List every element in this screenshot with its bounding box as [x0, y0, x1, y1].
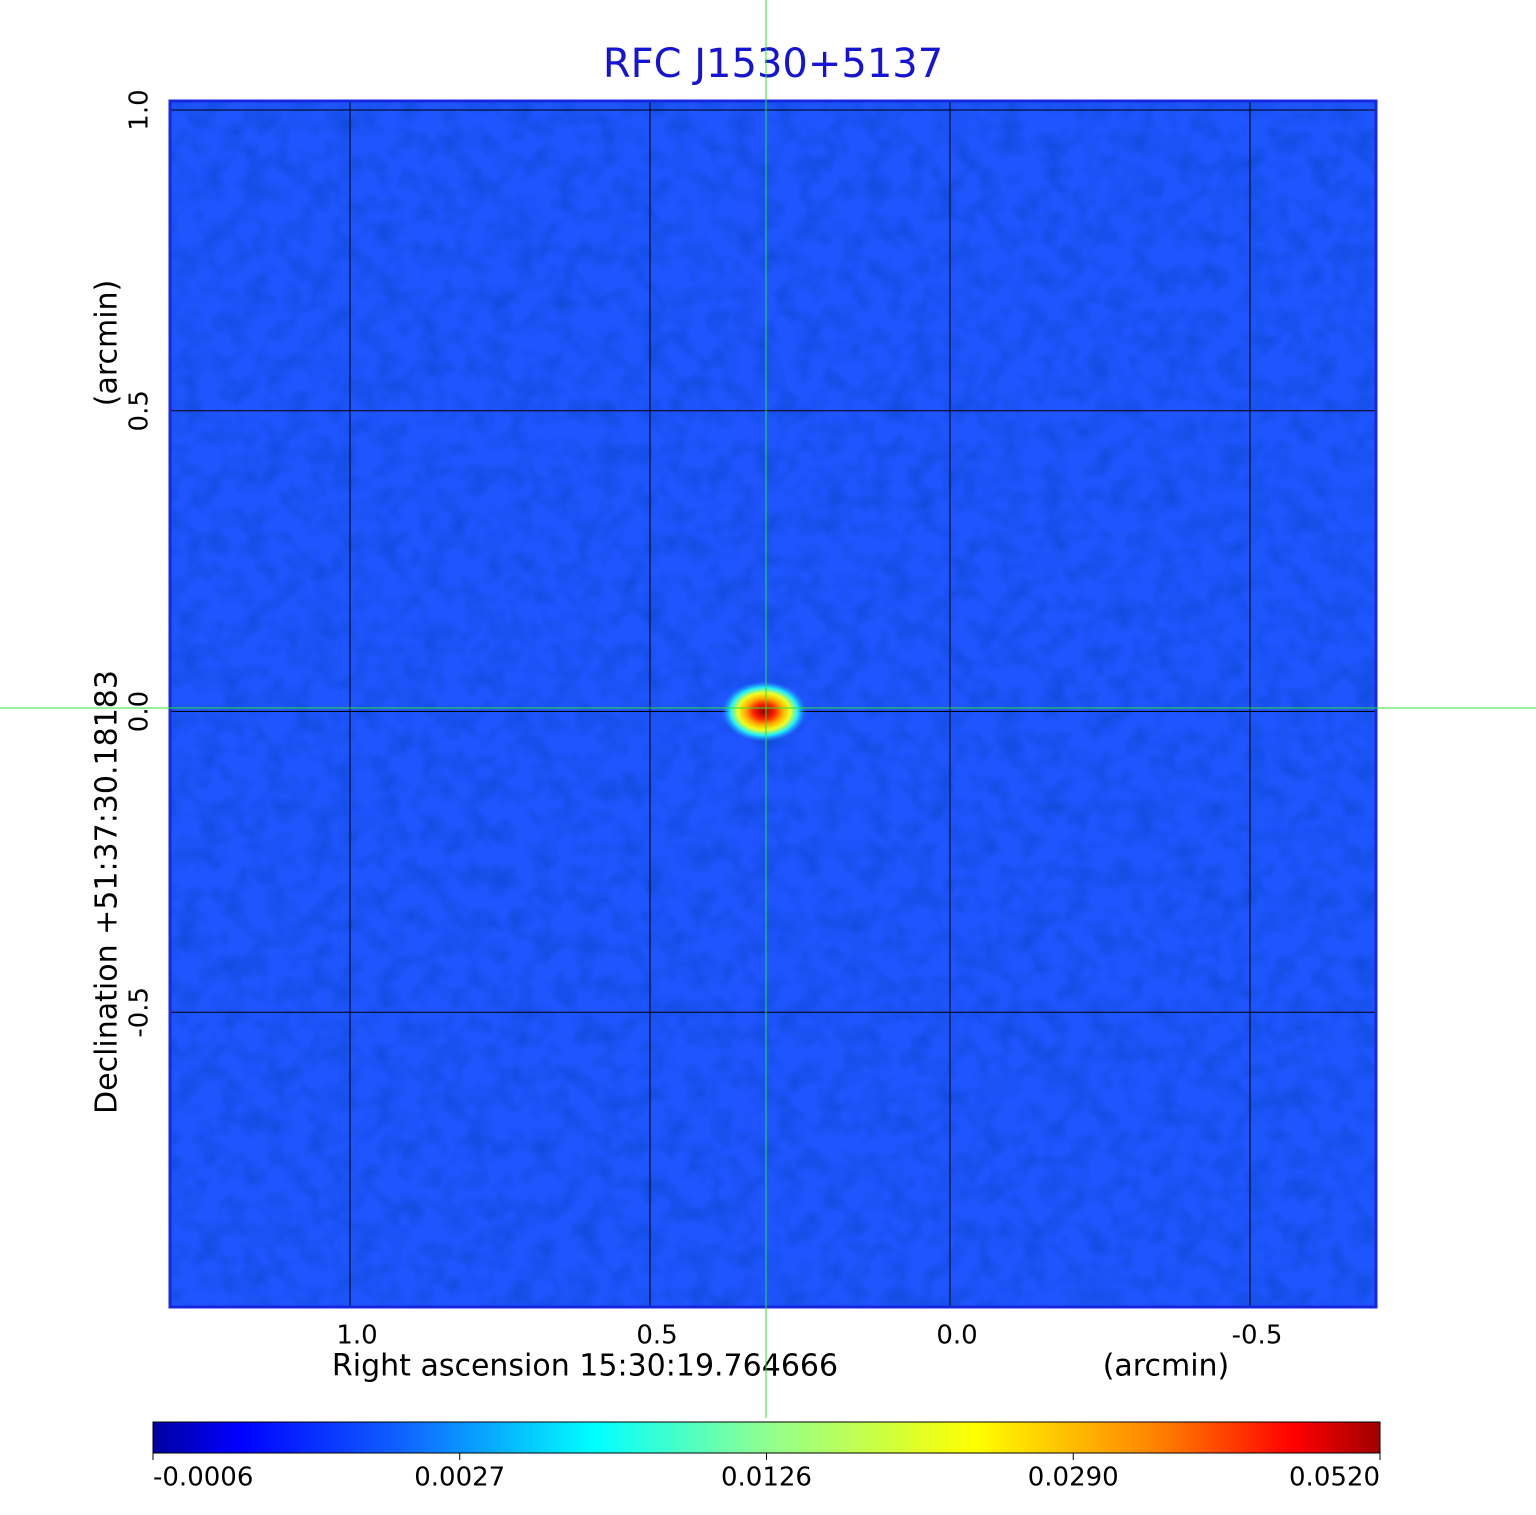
x-axis-unit: (arcmin) — [1103, 1349, 1230, 1384]
colorbar-tick-label: 0.0520 — [1289, 1463, 1380, 1493]
y-tick-label: -0.5 — [125, 987, 155, 1038]
source — [722, 681, 806, 742]
y-axis-unit: (arcmin) — [90, 280, 125, 407]
colorbar-tick-label: 0.0027 — [414, 1463, 505, 1493]
chart-title: RFC J1530+5137 — [603, 41, 943, 87]
y-tick-label: 0.5 — [125, 390, 155, 431]
colorbar — [152, 1421, 1381, 1454]
plot-frame — [168, 99, 1378, 1309]
marks — [722, 681, 806, 742]
x-tick-label: 1.0 — [336, 1321, 377, 1351]
colorbar-tick-label: -0.0006 — [153, 1463, 253, 1493]
y-tick-label: 1.0 — [125, 89, 155, 130]
x-tick-label: -0.5 — [1232, 1321, 1283, 1351]
x-axis-label: Right ascension 15:30:19.764666 — [332, 1349, 838, 1384]
y-tick-label: 0.0 — [125, 691, 155, 732]
x-tick-label: 0.0 — [936, 1321, 977, 1351]
x-tick-label: 0.5 — [636, 1321, 677, 1351]
colorbar-tick-label: 0.0126 — [721, 1463, 812, 1493]
y-axis-label: Declination +51:37:30.18183 — [90, 670, 125, 1114]
colorbar-tick-label: 0.0290 — [1028, 1463, 1119, 1493]
